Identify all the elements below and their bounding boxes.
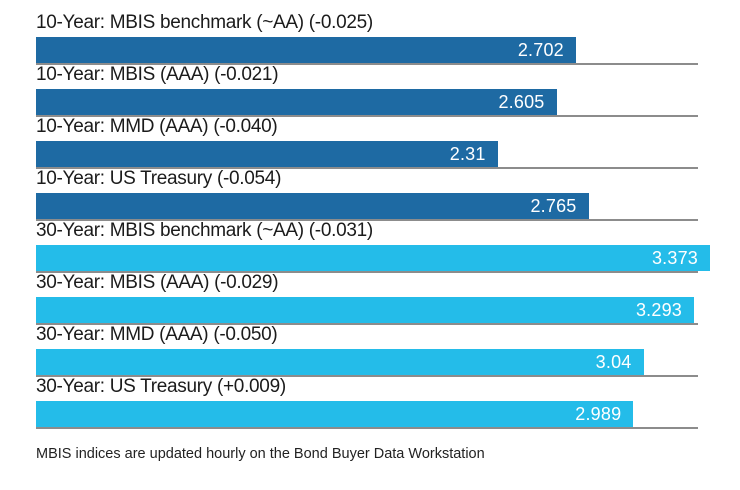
axis-baseline: 2.702 [36, 37, 698, 65]
category-label: 10-Year: MMD (AAA) (-0.040) [36, 116, 278, 137]
chart-row: 30-Year: MBIS benchmark (~AA) (-0.031) 3.… [36, 221, 740, 273]
category-label: 30-Year: MBIS benchmark (~AA) (-0.031) [36, 220, 373, 241]
chart-row: 30-Year: MBIS (AAA) (-0.029) 3.293 [36, 273, 740, 325]
axis-baseline: 3.293 [36, 297, 698, 325]
axis-baseline: 2.31 [36, 141, 698, 169]
value-label: 3.373 [651, 247, 698, 268]
value-label: 2.989 [575, 403, 622, 424]
bar: 3.293 [36, 297, 694, 323]
value-label: 2.31 [449, 143, 486, 164]
category-label: 30-Year: US Treasury (+0.009) [36, 376, 286, 397]
category-label: 10-Year: MBIS (AAA) (-0.021) [36, 64, 279, 85]
chart-row: 10-Year: US Treasury (-0.054) 2.765 [36, 169, 740, 221]
bar: 3.04 [36, 349, 644, 375]
value-label: 3.04 [595, 351, 632, 372]
bar: 2.605 [36, 89, 557, 115]
chart-row: 30-Year: US Treasury (+0.009) 2.989 [36, 377, 740, 429]
axis-baseline: 3.04 [36, 349, 698, 377]
bond-yield-bar-chart: 10-Year: MBIS benchmark (~AA) (-0.025) 2.… [36, 13, 740, 462]
bar: 2.765 [36, 193, 589, 219]
axis-baseline: 2.605 [36, 89, 698, 117]
chart-row: 10-Year: MBIS benchmark (~AA) (-0.025) 2.… [36, 13, 740, 65]
bar: 3.373 [36, 245, 710, 271]
bar: 2.989 [36, 401, 634, 427]
axis-baseline: 3.373 [36, 245, 710, 273]
chart-row: 10-Year: MBIS (AAA) (-0.021) 2.605 [36, 65, 740, 117]
value-label: 2.702 [517, 39, 564, 60]
chart-footnote: MBIS indices are updated hourly on the B… [36, 446, 485, 462]
chart-rows: 10-Year: MBIS benchmark (~AA) (-0.025) 2.… [36, 13, 740, 429]
category-label: 30-Year: MMD (AAA) (-0.050) [36, 324, 278, 345]
chart-row: 10-Year: MMD (AAA) (-0.040) 2.31 [36, 117, 740, 169]
category-label: 10-Year: MBIS benchmark (~AA) (-0.025) [36, 12, 373, 33]
chart-row: 30-Year: MMD (AAA) (-0.050) 3.04 [36, 325, 740, 377]
bar: 2.31 [36, 141, 498, 167]
axis-baseline: 2.989 [36, 401, 698, 429]
axis-baseline: 2.765 [36, 193, 698, 221]
category-label: 30-Year: MBIS (AAA) (-0.029) [36, 272, 279, 293]
bar: 2.702 [36, 37, 576, 63]
category-label: 10-Year: US Treasury (-0.054) [36, 168, 282, 189]
value-label: 3.293 [635, 299, 682, 320]
value-label: 2.605 [498, 91, 545, 112]
value-label: 2.765 [530, 195, 577, 216]
